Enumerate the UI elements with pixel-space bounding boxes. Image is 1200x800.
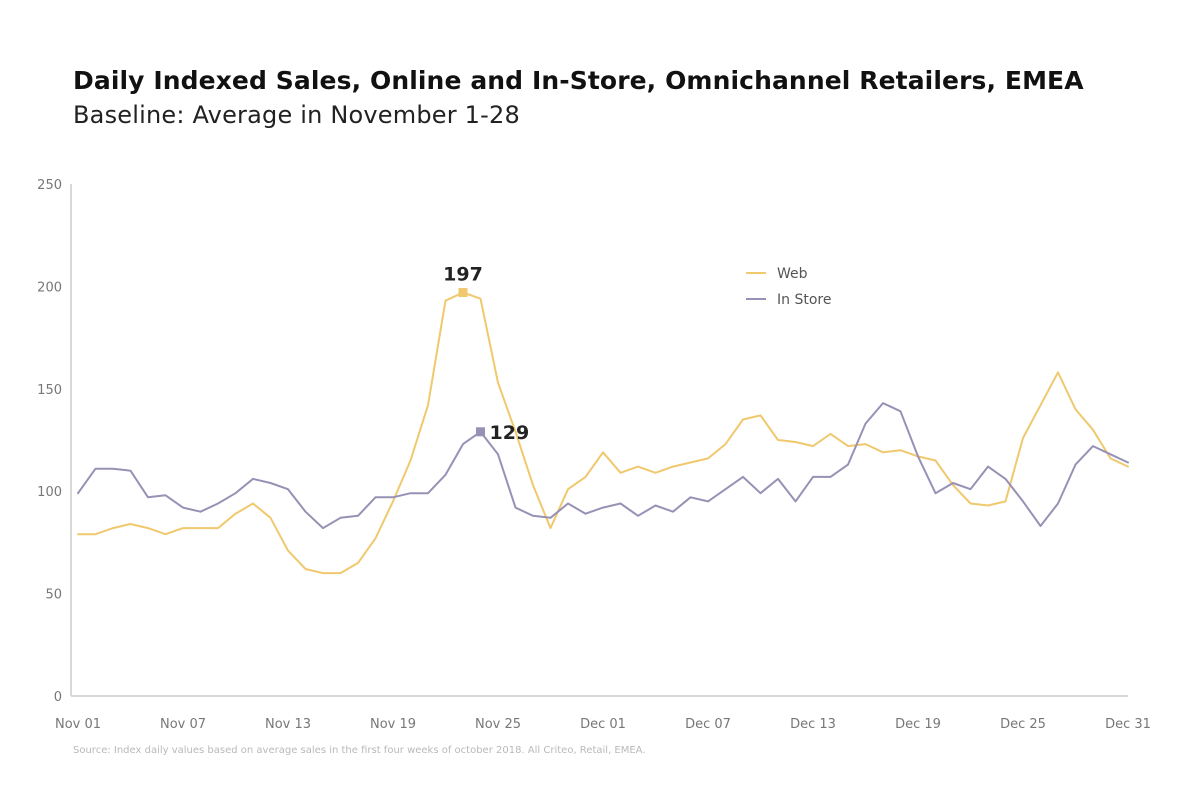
y-tick-label: 150 [37, 383, 62, 398]
x-tick-label: Dec 25 [1000, 717, 1046, 732]
series-lines [77, 291, 1129, 575]
x-tick-label: Nov 19 [370, 717, 416, 732]
series-line-web [77, 291, 1129, 575]
legend-label: In Store [777, 292, 831, 308]
chart-title: Daily Indexed Sales, Online and In-Store… [73, 66, 1084, 95]
x-tick-label: Dec 13 [790, 717, 836, 732]
x-tick-label: Dec 31 [1105, 717, 1151, 732]
y-tick-label: 100 [37, 485, 62, 500]
x-axis: Nov 01 Nov 07 Nov 13 Nov 19 Nov 25 Dec 01 Dec … [55, 695, 1151, 732]
y-axis: 0 50 100 150 200 250 [37, 178, 72, 705]
y-tick-label: 200 [37, 280, 62, 295]
y-tick-label: 50 [45, 588, 62, 603]
x-tick-label: Nov 25 [475, 717, 521, 732]
peak-marker [458, 288, 468, 298]
legend-label: Web [777, 266, 808, 282]
chart-subtitle: Baseline: Average in November 1-28 [73, 101, 520, 129]
legend: Web In Store [746, 266, 831, 308]
peak-marker [476, 427, 485, 437]
y-tick-label: 0 [54, 690, 62, 705]
peak-value-label: 197 [443, 264, 483, 286]
x-tick-label: Nov 01 [55, 717, 101, 732]
x-tick-label: Dec 01 [580, 717, 626, 732]
x-tick-label: Dec 07 [685, 717, 731, 732]
source-note: Source: Index daily values based on aver… [73, 745, 646, 756]
x-tick-label: Nov 13 [265, 717, 311, 732]
x-tick-label: Nov 07 [160, 717, 206, 732]
series-line-in-store [77, 402, 1129, 530]
x-tick-label: Dec 19 [895, 717, 941, 732]
y-tick-label: 250 [37, 178, 62, 193]
annotations: 197 129 [443, 264, 529, 444]
peak-value-label: 129 [490, 422, 530, 444]
